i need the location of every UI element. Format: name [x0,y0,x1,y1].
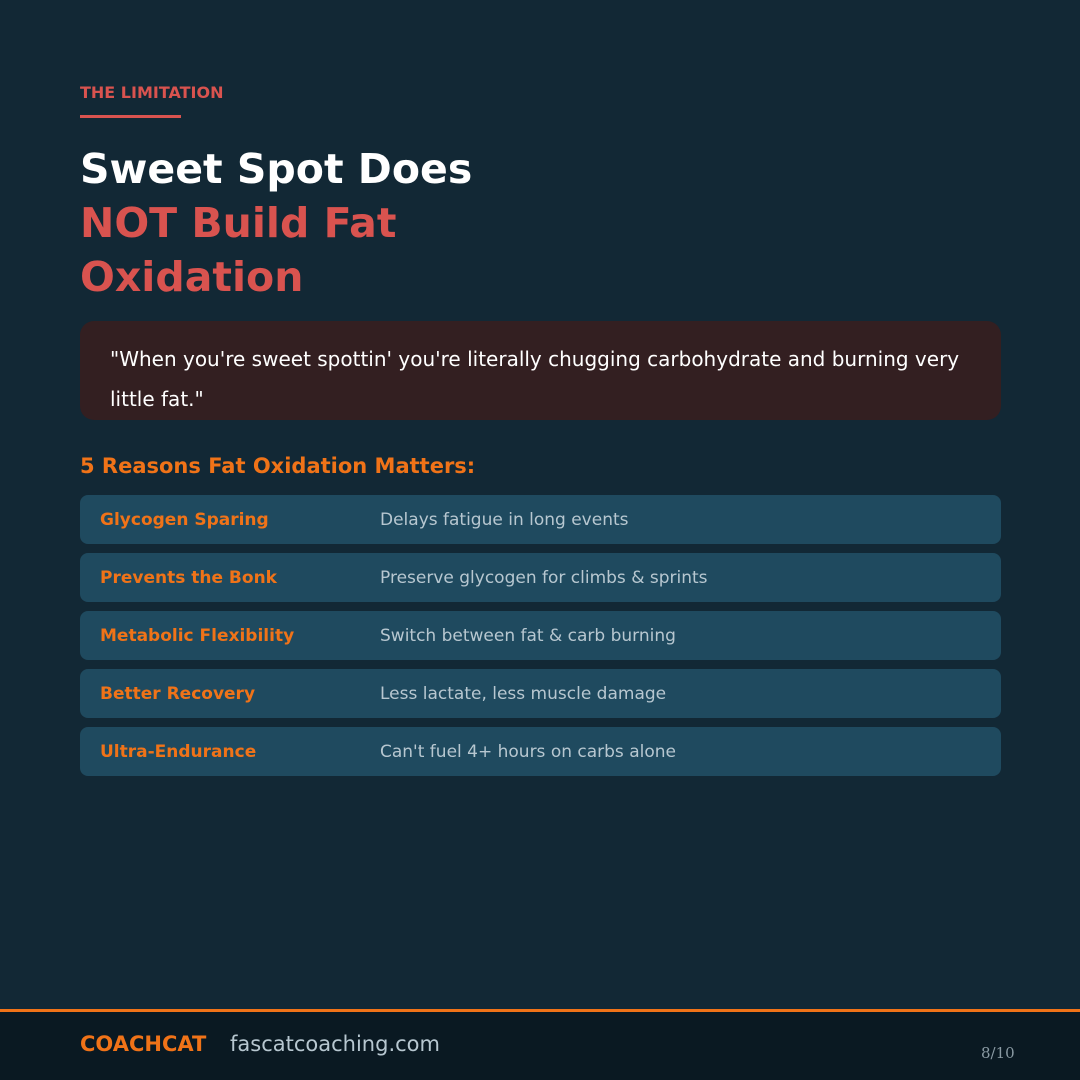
list-item: Prevents the Bonk Preserve glycogen for c… [80,553,1001,602]
reason-label: Better Recovery [100,683,256,704]
reason-desc: Delays fatigue in long events [380,509,629,530]
brand-logo: COACHCAT [80,1032,207,1056]
footer: COACHCAT fascatcoaching.com 8/10 [0,1009,1080,1080]
reason-desc: Switch between fat & carb burning [380,625,676,646]
website-link[interactable]: fascatcoaching.com [230,1032,440,1056]
page-number: 8/10 [981,1044,1015,1062]
reason-desc: Can't fuel 4+ hours on carbs alone [380,741,676,762]
eyebrow-label: THE LIMITATION [80,83,224,102]
section-heading: 5 Reasons Fat Oxidation Matters: [80,454,476,478]
quote-box: "When you're sweet spottin' you're liter… [80,321,1001,420]
reason-desc: Preserve glycogen for climbs & sprints [380,567,708,588]
list-item: Better Recovery Less lactate, less muscle… [80,669,1001,718]
list-item: Glycogen Sparing Delays fatigue in long e… [80,495,1001,544]
list-item: Metabolic Flexibility Switch between fat … [80,611,1001,660]
reason-label: Ultra-Endurance [100,741,257,762]
title-line: Sweet Spot Does [80,145,473,193]
page-title: Sweet Spot Does NOT Build Fat Oxidation [80,142,500,304]
reason-desc: Less lactate, less muscle damage [380,683,667,704]
reason-label: Metabolic Flexibility [100,625,295,646]
reasons-list: Glycogen Sparing Delays fatigue in long e… [80,495,1001,785]
eyebrow-underline [80,115,181,118]
title-highlight: NOT Build Fat Oxidation [80,199,397,301]
list-item: Ultra-Endurance Can't fuel 4+ hours on ca… [80,727,1001,776]
reason-label: Glycogen Sparing [100,509,269,530]
reason-label: Prevents the Bonk [100,567,277,588]
